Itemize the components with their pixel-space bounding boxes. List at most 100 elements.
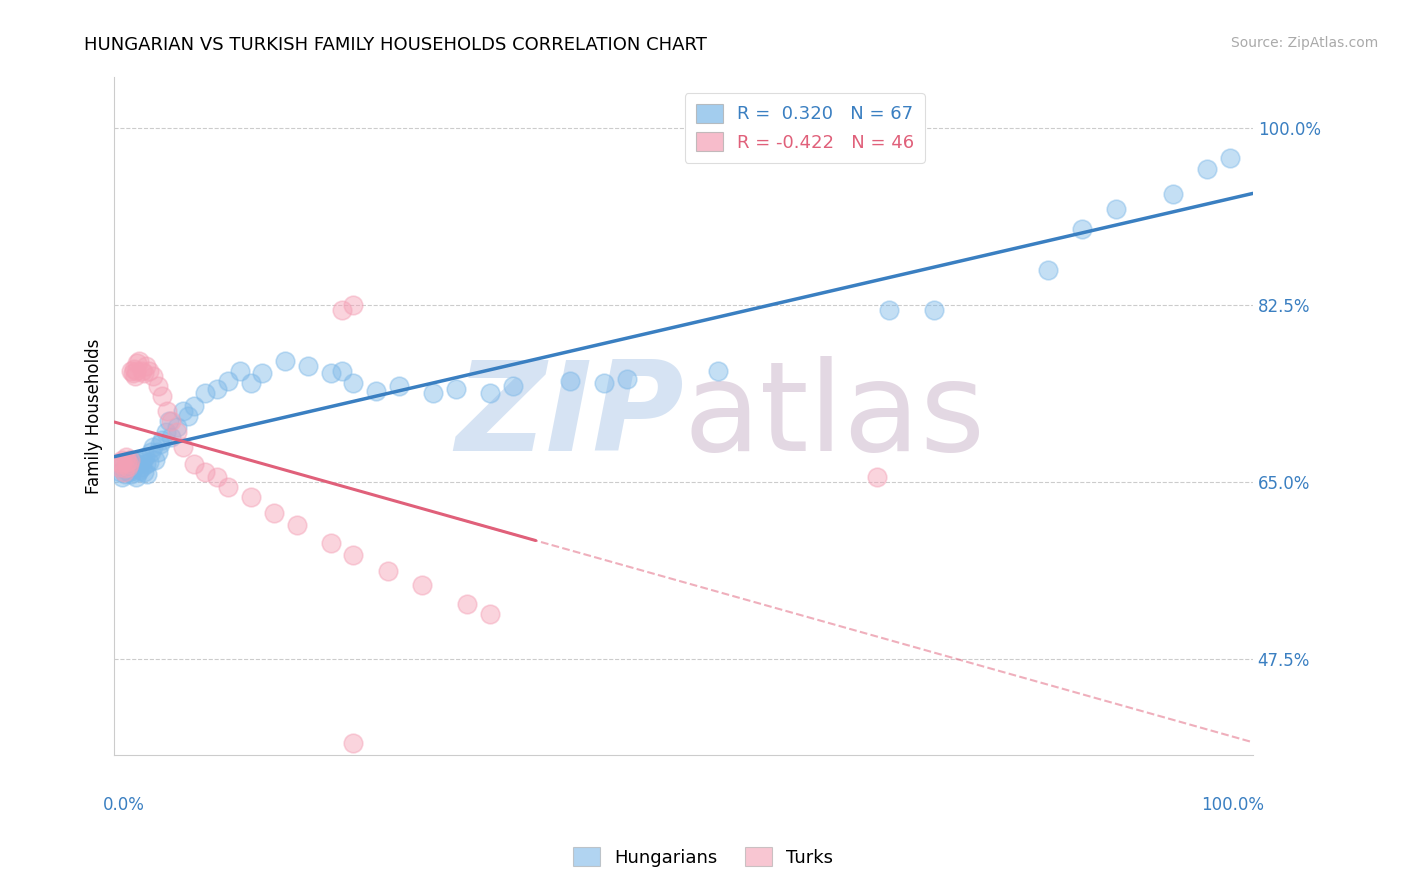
Point	[108, 460, 131, 475]
Point	[122, 455, 145, 469]
Point	[183, 457, 205, 471]
Text: atlas: atlas	[683, 356, 986, 477]
Point	[117, 460, 139, 475]
Point	[135, 359, 157, 373]
Point	[150, 389, 173, 403]
Point	[127, 465, 149, 479]
Point	[127, 356, 149, 370]
Point	[108, 455, 131, 469]
Point	[205, 382, 228, 396]
Point	[115, 460, 138, 475]
Point	[1105, 202, 1128, 216]
Point	[274, 353, 297, 368]
Point	[127, 457, 149, 471]
Point	[228, 364, 250, 378]
Text: 0.0%: 0.0%	[103, 796, 145, 814]
Point	[145, 453, 167, 467]
Point	[111, 470, 134, 484]
Point	[183, 399, 205, 413]
Point	[149, 436, 172, 450]
Point	[297, 359, 319, 373]
Text: ZIP: ZIP	[456, 356, 683, 477]
Point	[117, 457, 139, 471]
Point	[558, 374, 581, 388]
Point	[319, 536, 342, 550]
Point	[155, 425, 177, 439]
Point	[131, 364, 153, 378]
Point	[114, 461, 136, 475]
Point	[502, 379, 524, 393]
Point	[125, 364, 148, 378]
Point	[135, 457, 157, 471]
Point	[240, 376, 263, 390]
Point	[112, 455, 135, 469]
Point	[108, 465, 131, 479]
Point	[124, 458, 146, 473]
Legend: Hungarians, Turks: Hungarians, Turks	[565, 840, 841, 874]
Point	[128, 353, 150, 368]
Point	[138, 455, 160, 469]
Point	[121, 364, 143, 378]
Point	[157, 414, 180, 428]
Point	[319, 366, 342, 380]
Point	[160, 414, 183, 428]
Point	[330, 364, 353, 378]
Point	[177, 409, 200, 424]
Point	[707, 364, 730, 378]
Point	[118, 465, 141, 479]
Point	[128, 463, 150, 477]
Text: HUNGARIAN VS TURKISH FAMILY HOUSEHOLDS CORRELATION CHART: HUNGARIAN VS TURKISH FAMILY HOUSEHOLDS C…	[84, 36, 707, 54]
Legend: R =  0.320   N = 67, R = -0.422   N = 46: R = 0.320 N = 67, R = -0.422 N = 46	[685, 94, 925, 162]
Point	[456, 597, 478, 611]
Point	[1197, 161, 1219, 176]
Point	[112, 465, 135, 479]
Point	[111, 453, 134, 467]
Point	[114, 450, 136, 464]
Point	[160, 429, 183, 443]
Point	[138, 364, 160, 378]
Point	[139, 445, 162, 459]
Point	[166, 419, 188, 434]
Point	[217, 374, 239, 388]
Point	[616, 372, 638, 386]
Point	[122, 361, 145, 376]
Point	[342, 548, 364, 562]
Point	[132, 453, 155, 467]
Text: 100.0%: 100.0%	[1201, 796, 1264, 814]
Point	[121, 467, 143, 481]
Point	[377, 564, 399, 578]
Point	[136, 467, 159, 481]
Point	[240, 491, 263, 505]
Point	[110, 457, 132, 471]
Point	[479, 607, 502, 621]
Point	[194, 386, 217, 401]
Point	[411, 578, 433, 592]
Point	[132, 366, 155, 380]
Point	[131, 460, 153, 475]
Point	[194, 465, 217, 479]
Y-axis label: Family Households: Family Households	[86, 339, 103, 494]
Point	[166, 425, 188, 439]
Point	[156, 404, 179, 418]
Point	[1219, 152, 1241, 166]
Point	[342, 298, 364, 312]
Point	[120, 453, 142, 467]
Point	[388, 379, 411, 393]
Point	[146, 379, 169, 393]
Point	[330, 303, 353, 318]
Point	[121, 461, 143, 475]
Point	[132, 465, 155, 479]
Point	[114, 467, 136, 481]
Point	[593, 376, 616, 390]
Point	[172, 404, 194, 418]
Point	[252, 366, 274, 380]
Point	[142, 440, 165, 454]
Point	[172, 440, 194, 454]
Point	[866, 470, 889, 484]
Point	[134, 450, 156, 464]
Point	[115, 455, 138, 469]
Point	[129, 455, 152, 469]
Point	[263, 506, 285, 520]
Point	[205, 470, 228, 484]
Point	[366, 384, 388, 398]
